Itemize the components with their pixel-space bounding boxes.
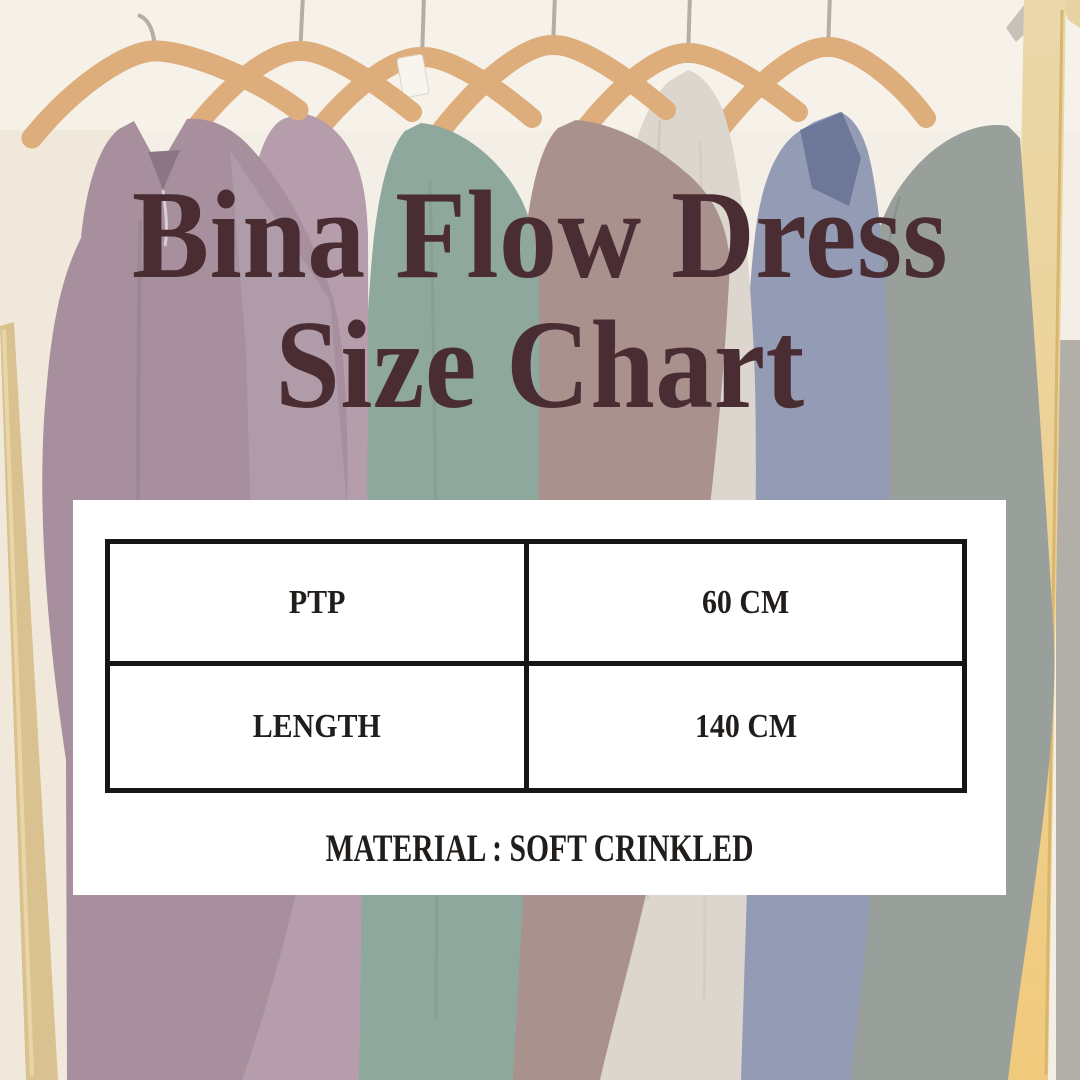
size-table-label-text: PTP [288, 583, 346, 621]
dress-purple-neck-string [161, 189, 168, 247]
size-table-label-ptp: PTP [110, 544, 530, 666]
wooden-hanger-icon [430, 35, 676, 142]
wooden-hanger-icon [568, 43, 808, 148]
dress-navy-vneck [800, 112, 861, 206]
size-table-label-text: LENGTH [253, 708, 382, 745]
wall-highlight-top [0, 0, 1080, 130]
material-note: MATERIAL : SOFT CRINKLED [73, 826, 1006, 871]
dress-purple-neck-notch [148, 150, 180, 190]
shadow-strip-right [1056, 340, 1080, 1080]
material-note-text: MATERIAL : SOFT CRINKLED [325, 827, 754, 870]
size-table-value-text: 60 CM [701, 583, 790, 621]
size-table-value-ptp: 60 CM [529, 544, 962, 666]
rack-pole-left-highlight [2, 329, 34, 1077]
size-table: PTP 60 CM LENGTH 140 CM [105, 539, 967, 793]
rack-pole-right-edge [1044, 9, 1064, 1076]
size-table-value-length: 140 CM [529, 666, 962, 788]
rack-pole-left [0, 322, 58, 1080]
rack-crossbar-corner [1062, 0, 1080, 28]
price-tag [396, 54, 430, 98]
size-table-value-text: 140 CM [694, 708, 797, 745]
size-chart-card: PTP 60 CM LENGTH 140 CM MATERIAL : SOFT … [73, 500, 1006, 895]
wooden-hanger-icon [21, 40, 309, 149]
size-table-label-length: LENGTH [110, 666, 530, 788]
wooden-hanger-icon [182, 41, 422, 142]
